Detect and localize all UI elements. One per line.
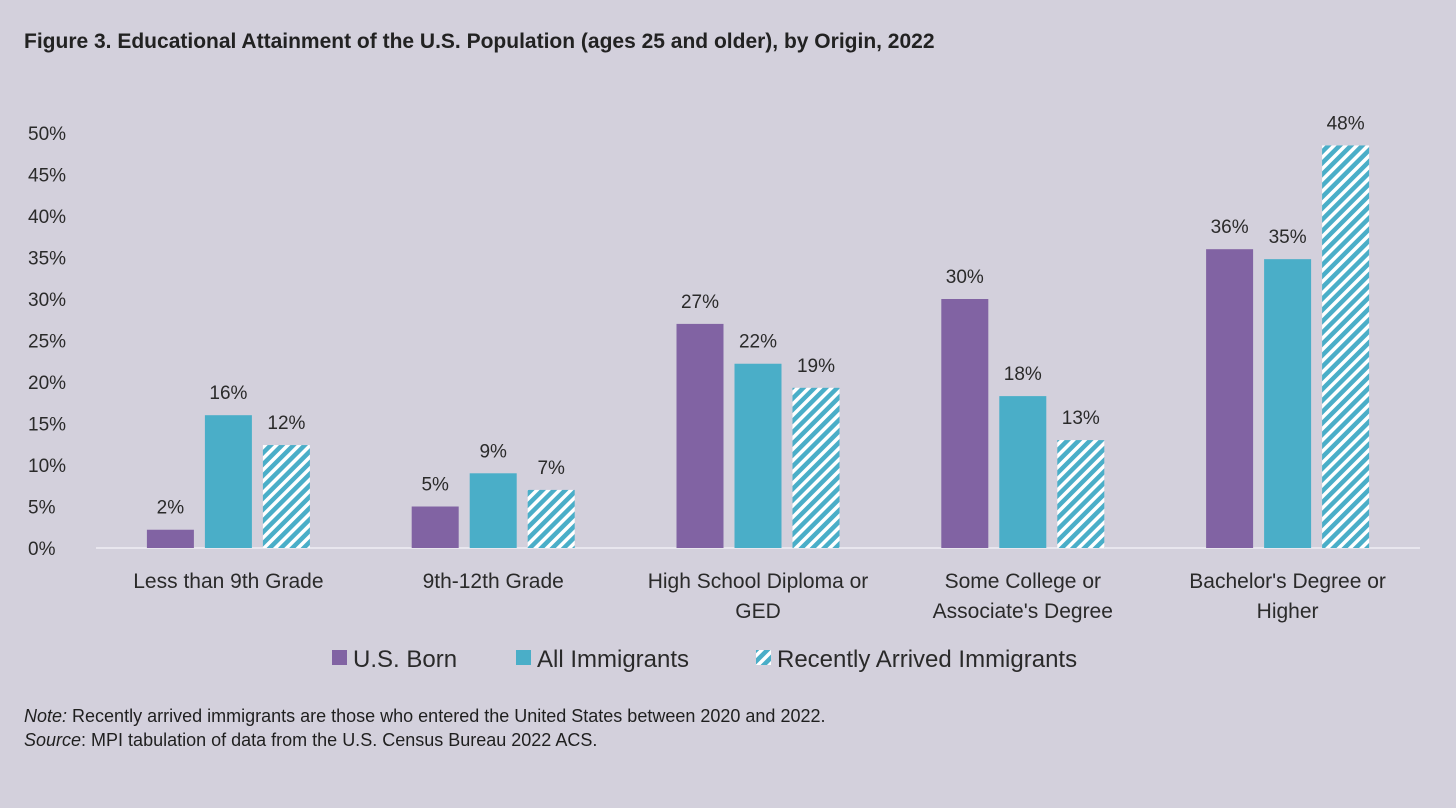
bar [146,529,194,548]
data-label: 48% [1327,113,1365,134]
y-tick-label: 50% [28,124,66,145]
y-tick-label: 40% [28,207,66,228]
x-tick-label: GED [735,600,781,623]
data-label: 2% [157,498,185,519]
bar [527,489,575,548]
data-label: 36% [1211,217,1249,238]
data-label: 35% [1269,227,1307,248]
bars: 2% 16% 12% 5% 9% 7% 27% 22% 19% 30% 18% 13% 36% 35% 48… [146,113,1370,548]
data-label: 22% [739,332,777,353]
legend: U.S. Born All Immigrants Recently Arrived … [332,646,1077,673]
y-tick-label: 5% [28,498,56,519]
y-tick-label: 20% [28,373,66,394]
legend-swatch [332,650,347,665]
bar [734,363,782,548]
y-tick-label: 35% [28,249,66,270]
legend-label: U.S. Born [353,646,457,673]
y-tick-label: 10% [28,456,66,477]
y-tick-label: 25% [28,332,66,353]
x-tick-label: 9th-12th Grade [423,570,564,593]
data-label: 9% [479,441,507,462]
bar [1206,249,1254,548]
data-label: 27% [681,292,719,313]
bar-chart: 0% 5% 10% 15% 20% 25% 30% 35% 40% 45% 50% Less tha… [28,113,1420,673]
bar [999,396,1047,548]
source-text: : MPI tabulation of data from the U.S. C… [81,730,598,750]
data-label: 12% [267,413,305,434]
data-label: 7% [537,458,565,479]
bar [262,445,310,548]
bar [792,387,840,548]
bar [411,506,459,548]
note-label: Note: [24,706,68,726]
data-label: 30% [946,267,984,288]
bar [469,473,517,548]
note-text: Recently arrived immigrants are those wh… [67,706,826,726]
chart-title: Figure 3. Educational Attainment of the … [24,30,935,53]
x-tick-label: Associate's Degree [933,600,1113,623]
data-label: 19% [797,356,835,377]
y-axis: 0% 5% 10% 15% 20% 25% 30% 35% 40% 45% 50% [28,124,66,560]
x-axis: Less than 9th Grade 9th-12th Grade High Sc… [96,547,1420,623]
data-label: 18% [1004,364,1042,385]
y-tick-label: 15% [28,415,66,436]
x-tick-label: Higher [1257,600,1319,623]
x-tick-label: High School Diploma or [648,570,869,593]
bar [941,299,989,548]
data-label: 13% [1062,408,1100,429]
legend-swatch [516,650,531,665]
y-tick-label: 0% [28,539,56,560]
bar [1264,259,1312,548]
x-tick-label: Bachelor's Degree or [1189,570,1386,593]
bar [676,323,724,548]
legend-label: All Immigrants [537,646,689,673]
bar [1322,145,1370,548]
chart-notes: Note: Recently arrived immigrants are th… [24,704,825,752]
data-label: 5% [421,475,449,496]
source-line: Source: MPI tabulation of data from the … [24,728,825,752]
note-line: Note: Recently arrived immigrants are th… [24,704,825,728]
bar [204,415,252,548]
source-label: Source [24,730,82,750]
y-tick-label: 30% [28,290,66,311]
legend-label: Recently Arrived Immigrants [777,646,1077,673]
legend-swatch [756,650,771,665]
y-tick-label: 45% [28,166,66,187]
x-tick-label: Less than 9th Grade [133,570,323,593]
data-label: 16% [209,383,247,404]
x-tick-label: Some College or [945,570,1101,593]
bar [1057,440,1105,548]
